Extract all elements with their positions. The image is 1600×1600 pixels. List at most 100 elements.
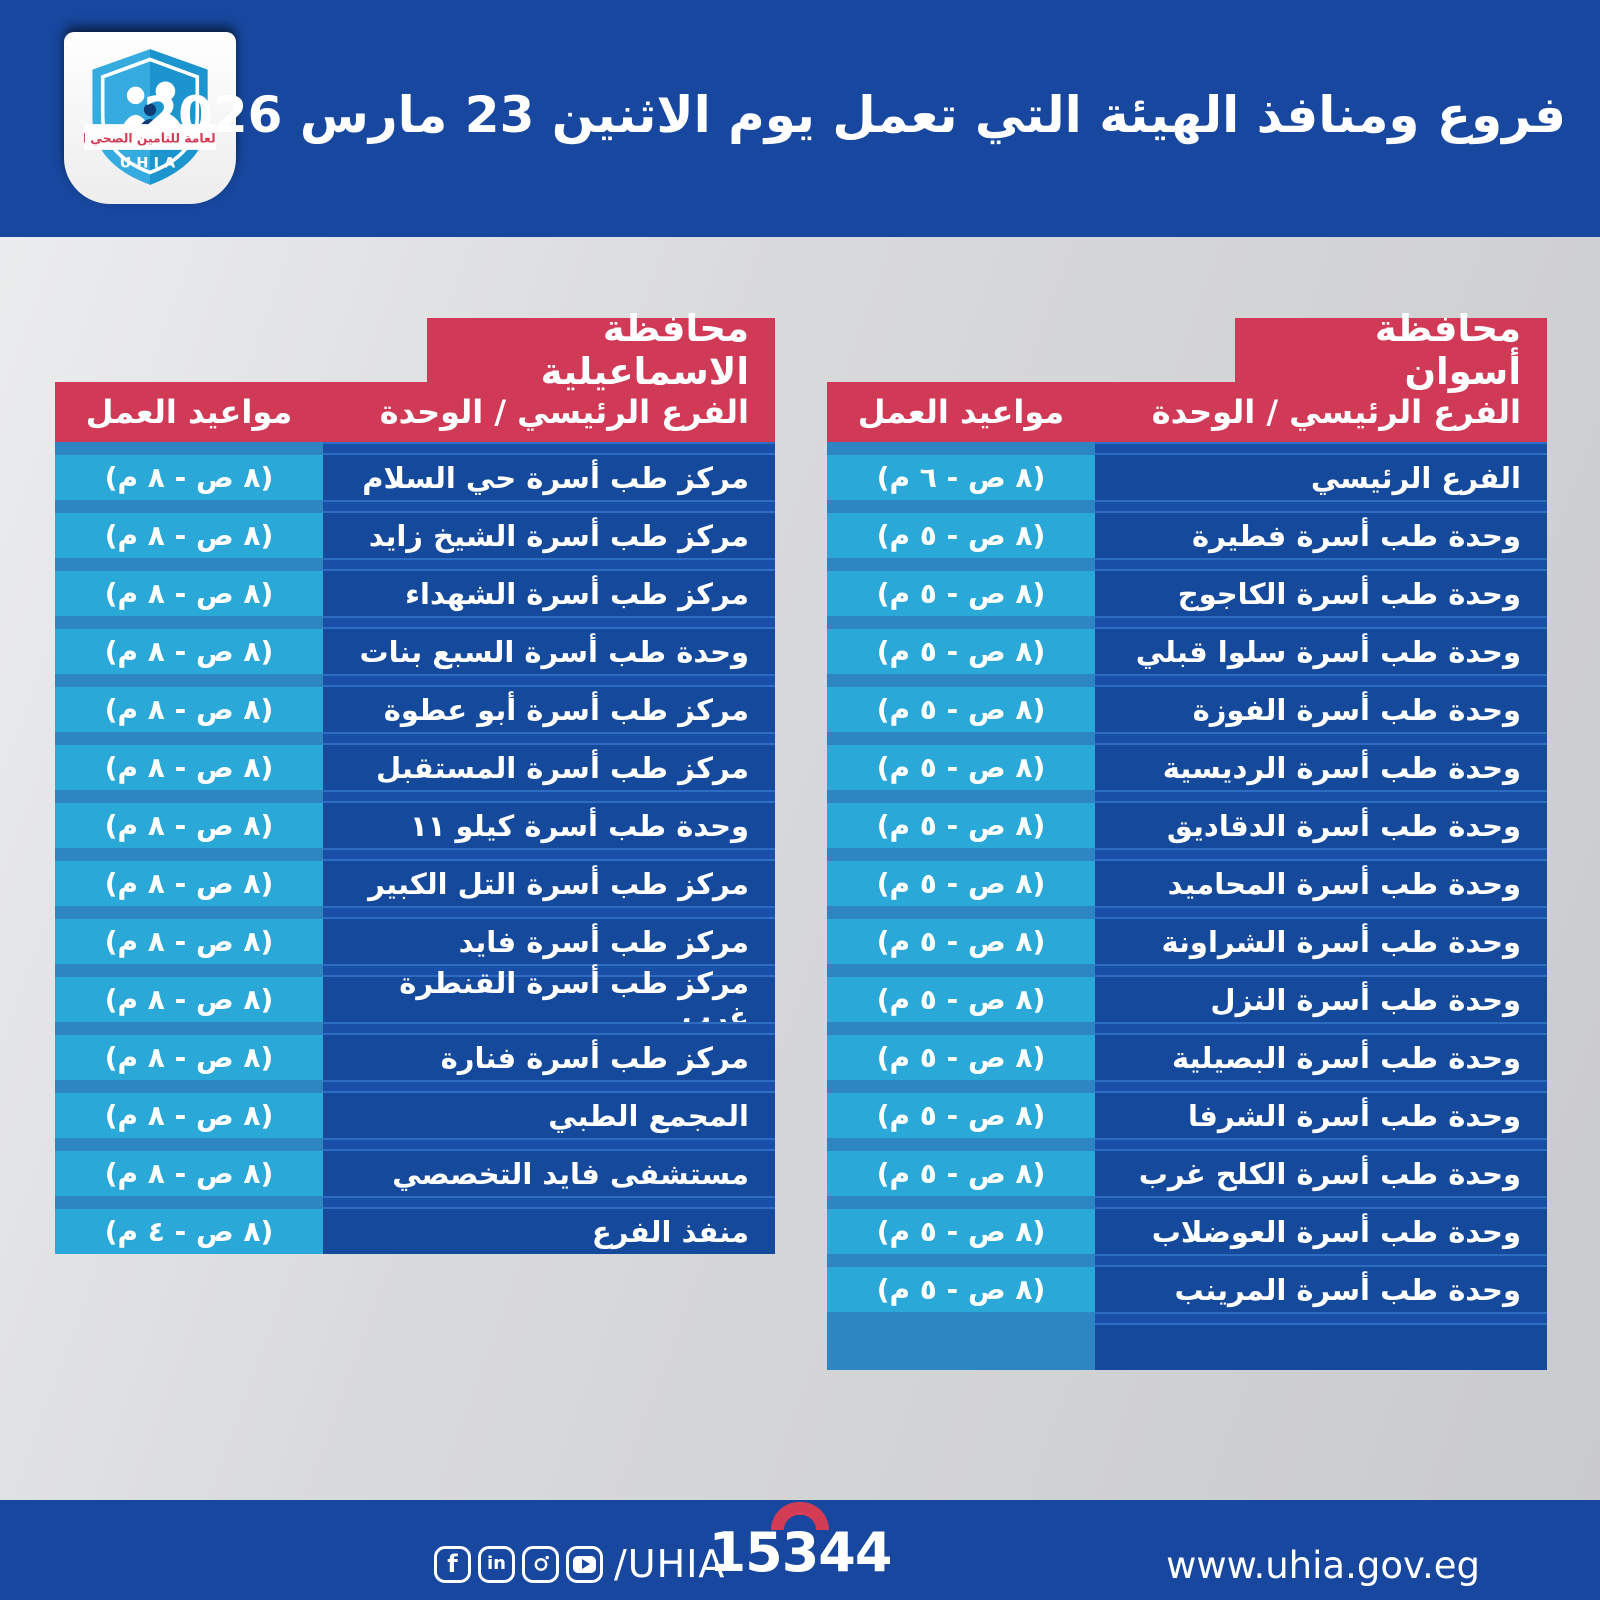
row-separator (55, 1080, 323, 1093)
table-row: مركز طب أسرة المستقبل (٨ ص - ٨ م) (55, 732, 775, 790)
row-separator (55, 848, 323, 861)
row-separator (1095, 1254, 1547, 1267)
branch-name: مركز طب أسرة فايد (323, 919, 775, 964)
table-row: وحدة طب أسرة العوضلاب (٨ ص - ٥ م) (827, 1196, 1547, 1254)
row-separator (323, 616, 775, 629)
row-separator (1095, 964, 1547, 977)
branch-name: وحدة طب أسرة سلوا قبلي (1095, 629, 1547, 674)
empty-row (827, 1312, 1547, 1370)
uhia-shield-icon: الهيئة العامة للتأمين الصحي الشامل UHIA (84, 49, 216, 185)
row-separator (323, 964, 775, 977)
table-row: وحدة طب أسرة كيلو ١١ (٨ ص - ٨ م) (55, 790, 775, 848)
working-hours: (٨ ص - ٥ م) (827, 687, 1095, 732)
row-separator (827, 1196, 1095, 1209)
row-separator (1095, 1022, 1547, 1035)
working-hours: (٨ ص - ٨ م) (55, 571, 323, 616)
working-hours: (٨ ص - ٨ م) (55, 687, 323, 732)
table-row: وحدة طب أسرة الدقاديق (٨ ص - ٥ م) (827, 790, 1547, 848)
footer-band: f in /UHIA 15344 www.uhia.gov.eg (0, 1500, 1600, 1600)
row-separator (55, 1022, 323, 1035)
table-row: وحدة طب أسرة فطيرة (٨ ص - ٥ م) (827, 500, 1547, 558)
branch-name: مركز طب أسرة التل الكبير (323, 861, 775, 906)
table-row: وحدة طب أسرة السبع بنات (٨ ص - ٨ م) (55, 616, 775, 674)
table-aswan: محافظة أسوان الفرع الرئيسي / الوحدة مواع… (827, 307, 1547, 1370)
working-hours: (٨ ص - ٥ م) (827, 1151, 1095, 1196)
branch-name: مركز طب أسرة أبو عطوة (323, 687, 775, 732)
working-hours: (٨ ص - ٨ م) (55, 745, 323, 790)
working-hours: (٨ ص - ٨ م) (55, 1035, 323, 1080)
table-ismailia: محافظة الاسماعيلية الفرع الرئيسي / الوحد… (55, 307, 775, 1254)
branch-name: مركز طب أسرة القنطرة غرب (323, 966, 775, 1034)
page-title: فروع ومنافذ الهيئة التي تعمل يوم الاثنين… (143, 86, 1566, 144)
row-separator (55, 1196, 323, 1209)
row-separator (323, 906, 775, 919)
row-separator (827, 674, 1095, 687)
working-hours: (٨ ص - ٨ م) (55, 1093, 323, 1138)
row-separator (1095, 616, 1547, 629)
row-separator (55, 674, 323, 687)
branch-name: وحدة طب أسرة الشرفا (1095, 1093, 1547, 1138)
branch-name: وحدة طب أسرة السبع بنات (323, 629, 775, 674)
branch-name: وحدة طب أسرة الدقاديق (1095, 803, 1547, 848)
table-row: وحدة طب أسرة النزل (٨ ص - ٥ م) (827, 964, 1547, 1022)
branch-name: مركز طب أسرة فنارة (323, 1035, 775, 1080)
column-header-branch: الفرع الرئيسي / الوحدة (1151, 393, 1521, 431)
row-separator (827, 616, 1095, 629)
working-hours: (٨ ص - ٥ م) (827, 803, 1095, 848)
working-hours: (٨ ص - ٥ م) (827, 977, 1095, 1022)
table-header-row: الفرع الرئيسي / الوحدة مواعيد العمل (827, 382, 1547, 442)
branch-name: وحدة طب أسرة الفوزة (1095, 687, 1547, 732)
governorate-tab-aswan: محافظة أسوان (1235, 307, 1547, 393)
row-separator (827, 848, 1095, 861)
table-row: مركز طب أسرة الشيخ زايد (٨ ص - ٨ م) (55, 500, 775, 558)
working-hours: (٨ ص - ٨ م) (55, 803, 323, 848)
table-row: مركز طب أسرة حي السلام (٨ ص - ٨ م) (55, 442, 775, 500)
table-row: وحدة طب أسرة الفوزة (٨ ص - ٥ م) (827, 674, 1547, 732)
working-hours: (٨ ص - ٦ م) (827, 455, 1095, 500)
hotline-number: 15344 (708, 1521, 893, 1584)
row-separator (827, 1138, 1095, 1151)
working-hours: (٨ ص - ٥ م) (827, 513, 1095, 558)
row-separator (1095, 442, 1547, 455)
branch-name: الفرع الرئيسي (1095, 455, 1547, 500)
table-header-row: الفرع الرئيسي / الوحدة مواعيد العمل (55, 382, 775, 442)
working-hours: (٨ ص - ٤ م) (55, 1209, 323, 1254)
table-row: مركز طب أسرة التل الكبير (٨ ص - ٨ م) (55, 848, 775, 906)
instagram-icon (522, 1545, 559, 1583)
row-separator (827, 906, 1095, 919)
branch-name: مركز طب أسرة حي السلام (323, 455, 775, 500)
table-row: مركز طب أسرة القنطرة غرب (٨ ص - ٨ م) (55, 964, 775, 1034)
table-row: مركز طب أسرة أبو عطوة (٨ ص - ٨ م) (55, 674, 775, 732)
row-separator (323, 1080, 775, 1093)
table-row: مركز طب أسرة الشهداء (٨ ص - ٨ م) (55, 558, 775, 616)
table-row: وحدة طب أسرة الشراونة (٨ ص - ٥ م) (827, 906, 1547, 964)
table-row: وحدة طب أسرة سلوا قبلي (٨ ص - ٥ م) (827, 616, 1547, 674)
row-separator (323, 500, 775, 513)
website-url: www.uhia.gov.eg (1166, 1544, 1480, 1587)
table-row: وحدة طب أسرة الرديسية (٨ ص - ٥ م) (827, 732, 1547, 790)
social-handle: /UHIA (614, 1542, 726, 1586)
branch-name: وحدة طب أسرة المرينب (1095, 1267, 1547, 1312)
governorate-tab-ismailia: محافظة الاسماعيلية (427, 307, 775, 393)
row-separator (1095, 1138, 1547, 1151)
table-row: مركز طب أسرة فنارة (٨ ص - ٨ م) (55, 1022, 775, 1080)
branch-name: مركز طب أسرة الشهداء (323, 571, 775, 616)
header-band: الهيئة العامة للتأمين الصحي الشامل UHIA … (0, 0, 1600, 237)
row-separator (827, 1254, 1095, 1267)
branch-name: وحدة طب أسرة البصيلية (1095, 1035, 1547, 1080)
column-header-branch: الفرع الرئيسي / الوحدة (379, 393, 749, 431)
table-row: وحدة طب أسرة الكلح غرب (٨ ص - ٥ م) (827, 1138, 1547, 1196)
row-separator (55, 906, 323, 919)
working-hours: (٨ ص - ٥ م) (827, 629, 1095, 674)
working-hours: (٨ ص - ٨ م) (55, 977, 323, 1022)
row-separator (1095, 732, 1547, 745)
branch-name: وحدة طب أسرة الرديسية (1095, 745, 1547, 790)
working-hours: (٨ ص - ٨ م) (55, 513, 323, 558)
table-row: وحدة طب أسرة الكاجوج (٨ ص - ٥ م) (827, 558, 1547, 616)
row-separator (55, 964, 323, 977)
row-separator (827, 442, 1095, 455)
working-hours: (٨ ص - ٥ م) (827, 571, 1095, 616)
row-separator (323, 674, 775, 687)
hotline: 15344 (0, 1502, 1600, 1580)
